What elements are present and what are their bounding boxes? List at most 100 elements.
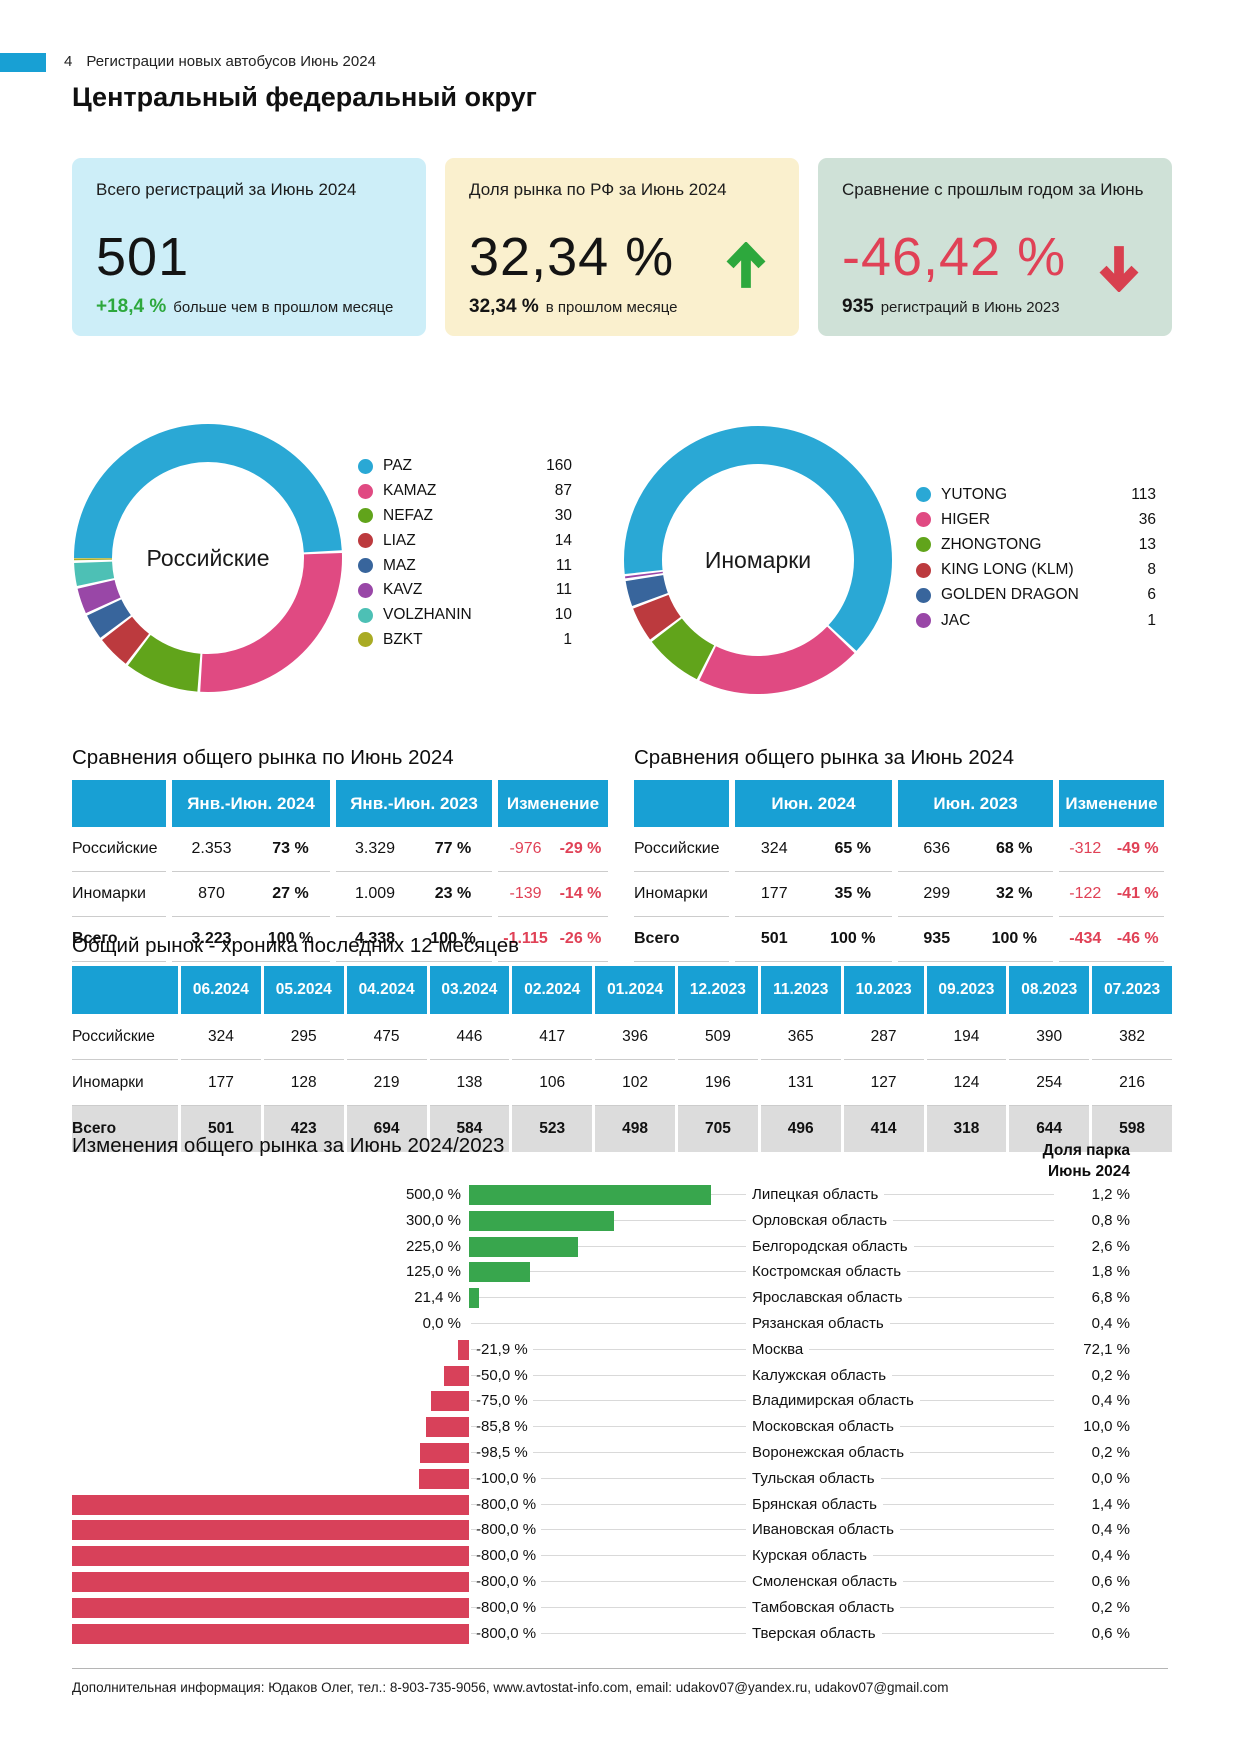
table-cell-value: -976 xyxy=(509,840,542,857)
table-row-label: Российские xyxy=(72,827,166,872)
bar-region-label: Калужская область xyxy=(746,1365,893,1386)
legend-dot xyxy=(358,483,373,499)
change-bar xyxy=(469,1262,530,1283)
bar-row: -800,0 % Тверская область 0,6 % xyxy=(72,1621,1168,1647)
bar-share-value: 0,4 % xyxy=(1054,1391,1130,1412)
bar-row: 125,0 % Костромская область 1,8 % xyxy=(72,1259,1168,1285)
table-cell-percent: 23 % xyxy=(434,885,472,902)
table-header-cell: Июн. 2024 xyxy=(735,780,892,827)
table-header-blank xyxy=(72,780,166,827)
legend-value: 1 xyxy=(563,630,572,648)
history-cell: 446 xyxy=(429,1014,510,1060)
bar-value-label: -800,0 % xyxy=(476,1597,542,1618)
bar-chart-title: Изменения общего рынка за Июнь 2024/2023 xyxy=(72,1134,505,1157)
card-total-registrations: Всего регистраций за Июнь 2024 501 +18,4… xyxy=(72,158,426,336)
history-table: 06.2024 05.2024 04.2024 03.2024 02.2024 01.20… xyxy=(72,966,1172,1152)
table-cell-group: 177 35 % xyxy=(735,872,892,917)
bar-share-value: 2,6 % xyxy=(1054,1236,1130,1257)
table-cell-value: 177 xyxy=(760,885,788,902)
history-cell: 496 xyxy=(760,1106,841,1152)
bar-value-label: -800,0 % xyxy=(476,1572,542,1592)
table-cell-group: 299 32 % xyxy=(898,872,1053,917)
legend-item: ZHONGTONG 13 xyxy=(916,532,1156,557)
bar-region-label: Тверская область xyxy=(746,1623,882,1644)
change-bar xyxy=(443,1365,469,1386)
table-cell-group: 1.009 23 % xyxy=(336,872,492,917)
table-cell-group: 870 27 % xyxy=(172,872,330,917)
table-cell-value: 636 xyxy=(923,840,951,857)
table-cell-value: 2.353 xyxy=(191,840,232,857)
legend-value: 113 xyxy=(1131,485,1156,503)
history-cell: 644 xyxy=(1009,1106,1090,1152)
legend-label: NEFAZ xyxy=(383,506,433,524)
bar-region-label: Москва xyxy=(746,1339,810,1360)
page-number: 4 xyxy=(64,53,73,70)
share-header-line2: Июнь 2024 xyxy=(1047,1163,1130,1180)
table-cell-value: 935 xyxy=(923,930,951,947)
bar-region-label: Тульская область xyxy=(746,1468,881,1489)
down-arrow-icon xyxy=(1096,242,1142,297)
history-cell: 396 xyxy=(595,1014,675,1060)
legend-item: YUTONG 113 xyxy=(916,482,1156,507)
bar-value-label: 125,0 % xyxy=(405,1263,461,1281)
summary-cards: Всего регистраций за Июнь 2024 501 +18,4… xyxy=(72,158,1172,336)
table-row-label: Всего xyxy=(72,917,166,962)
history-header-cell: 11.2023 xyxy=(760,966,841,1014)
table-cell-percent: 77 % xyxy=(434,840,472,857)
table-cell-percent: -14 % xyxy=(559,885,602,902)
card-value: 32,34 % xyxy=(469,227,675,287)
bar-share-value: 0,2 % xyxy=(1054,1443,1130,1463)
history-cell: 196 xyxy=(678,1060,758,1106)
history-cell: 318 xyxy=(926,1106,1007,1152)
table-cell-group: -976 -29 % xyxy=(498,827,608,872)
bar-row: -100,0 % Тульская область 0,0 % xyxy=(72,1466,1168,1492)
history-cell: 598 xyxy=(1092,1106,1172,1152)
history-header-cell: 10.2023 xyxy=(843,966,924,1014)
history-header-blank xyxy=(72,966,178,1014)
bar-value-label: -800,0 % xyxy=(476,1520,542,1541)
history-header-cell: 07.2023 xyxy=(1092,966,1172,1014)
bar-region-label: Смоленская область xyxy=(746,1572,904,1592)
legend-label: KAVZ xyxy=(383,581,423,599)
change-bar xyxy=(457,1339,469,1360)
table-cell-group: 4.338 100 % xyxy=(336,917,492,962)
legend-dot xyxy=(916,562,931,578)
table-cell-group: 3.329 77 % xyxy=(336,827,492,872)
table-cell-percent: 73 % xyxy=(272,840,309,857)
donut-svg-foreign xyxy=(624,426,892,694)
table-cell-group: -312 -49 % xyxy=(1059,827,1164,872)
history-cell: 131 xyxy=(760,1060,841,1106)
legend-item: GOLDEN DRAGON 6 xyxy=(916,583,1156,608)
card-footnote: 32,34 % в прошлом месяце xyxy=(469,296,678,318)
share-column-header: Доля парка Июнь 2024 xyxy=(1043,1140,1130,1182)
bar-value-label: -75,0 % xyxy=(476,1391,533,1412)
table-cell-value: 501 xyxy=(760,930,788,947)
bar-share-value: 1,2 % xyxy=(1054,1185,1130,1205)
change-bar xyxy=(72,1546,469,1567)
bar-region-label: Брянская область xyxy=(746,1494,883,1515)
bar-row: 300,0 % Орловская область 0,8 % xyxy=(72,1208,1168,1234)
legend-dot xyxy=(358,508,373,524)
card-footnote-value: 32,34 % xyxy=(469,296,539,317)
history-cell: 498 xyxy=(595,1106,675,1152)
history-cell: 390 xyxy=(1009,1014,1090,1060)
bar-row: -800,0 % Ивановская область 0,4 % xyxy=(72,1517,1168,1543)
legend-dot xyxy=(358,533,373,549)
bar-value-label: 0,0 % xyxy=(422,1315,461,1332)
bar-value-label: -21,9 % xyxy=(476,1339,533,1360)
page-title: Центральный федеральный округ xyxy=(72,82,537,112)
legend-dot xyxy=(358,558,373,574)
legend-label: KING LONG (KLM) xyxy=(941,561,1074,579)
legend-dot xyxy=(358,582,373,598)
history-cell: 124 xyxy=(926,1060,1007,1106)
donut-svg-russian xyxy=(74,424,342,692)
bar-share-value: 0,0 % xyxy=(1054,1468,1130,1489)
table-cell-group: 324 65 % xyxy=(735,827,892,872)
legend-value: 10 xyxy=(554,606,572,624)
history-cell: 102 xyxy=(595,1060,675,1106)
table-cell-group: 935 100 % xyxy=(898,917,1053,962)
legend-value: 87 xyxy=(554,482,572,500)
history-cell: 216 xyxy=(1092,1060,1172,1106)
legend-foreign: YUTONG 113 HIGER 36 ZHONGTONG 13 KING LONG (KL… xyxy=(916,482,1156,633)
